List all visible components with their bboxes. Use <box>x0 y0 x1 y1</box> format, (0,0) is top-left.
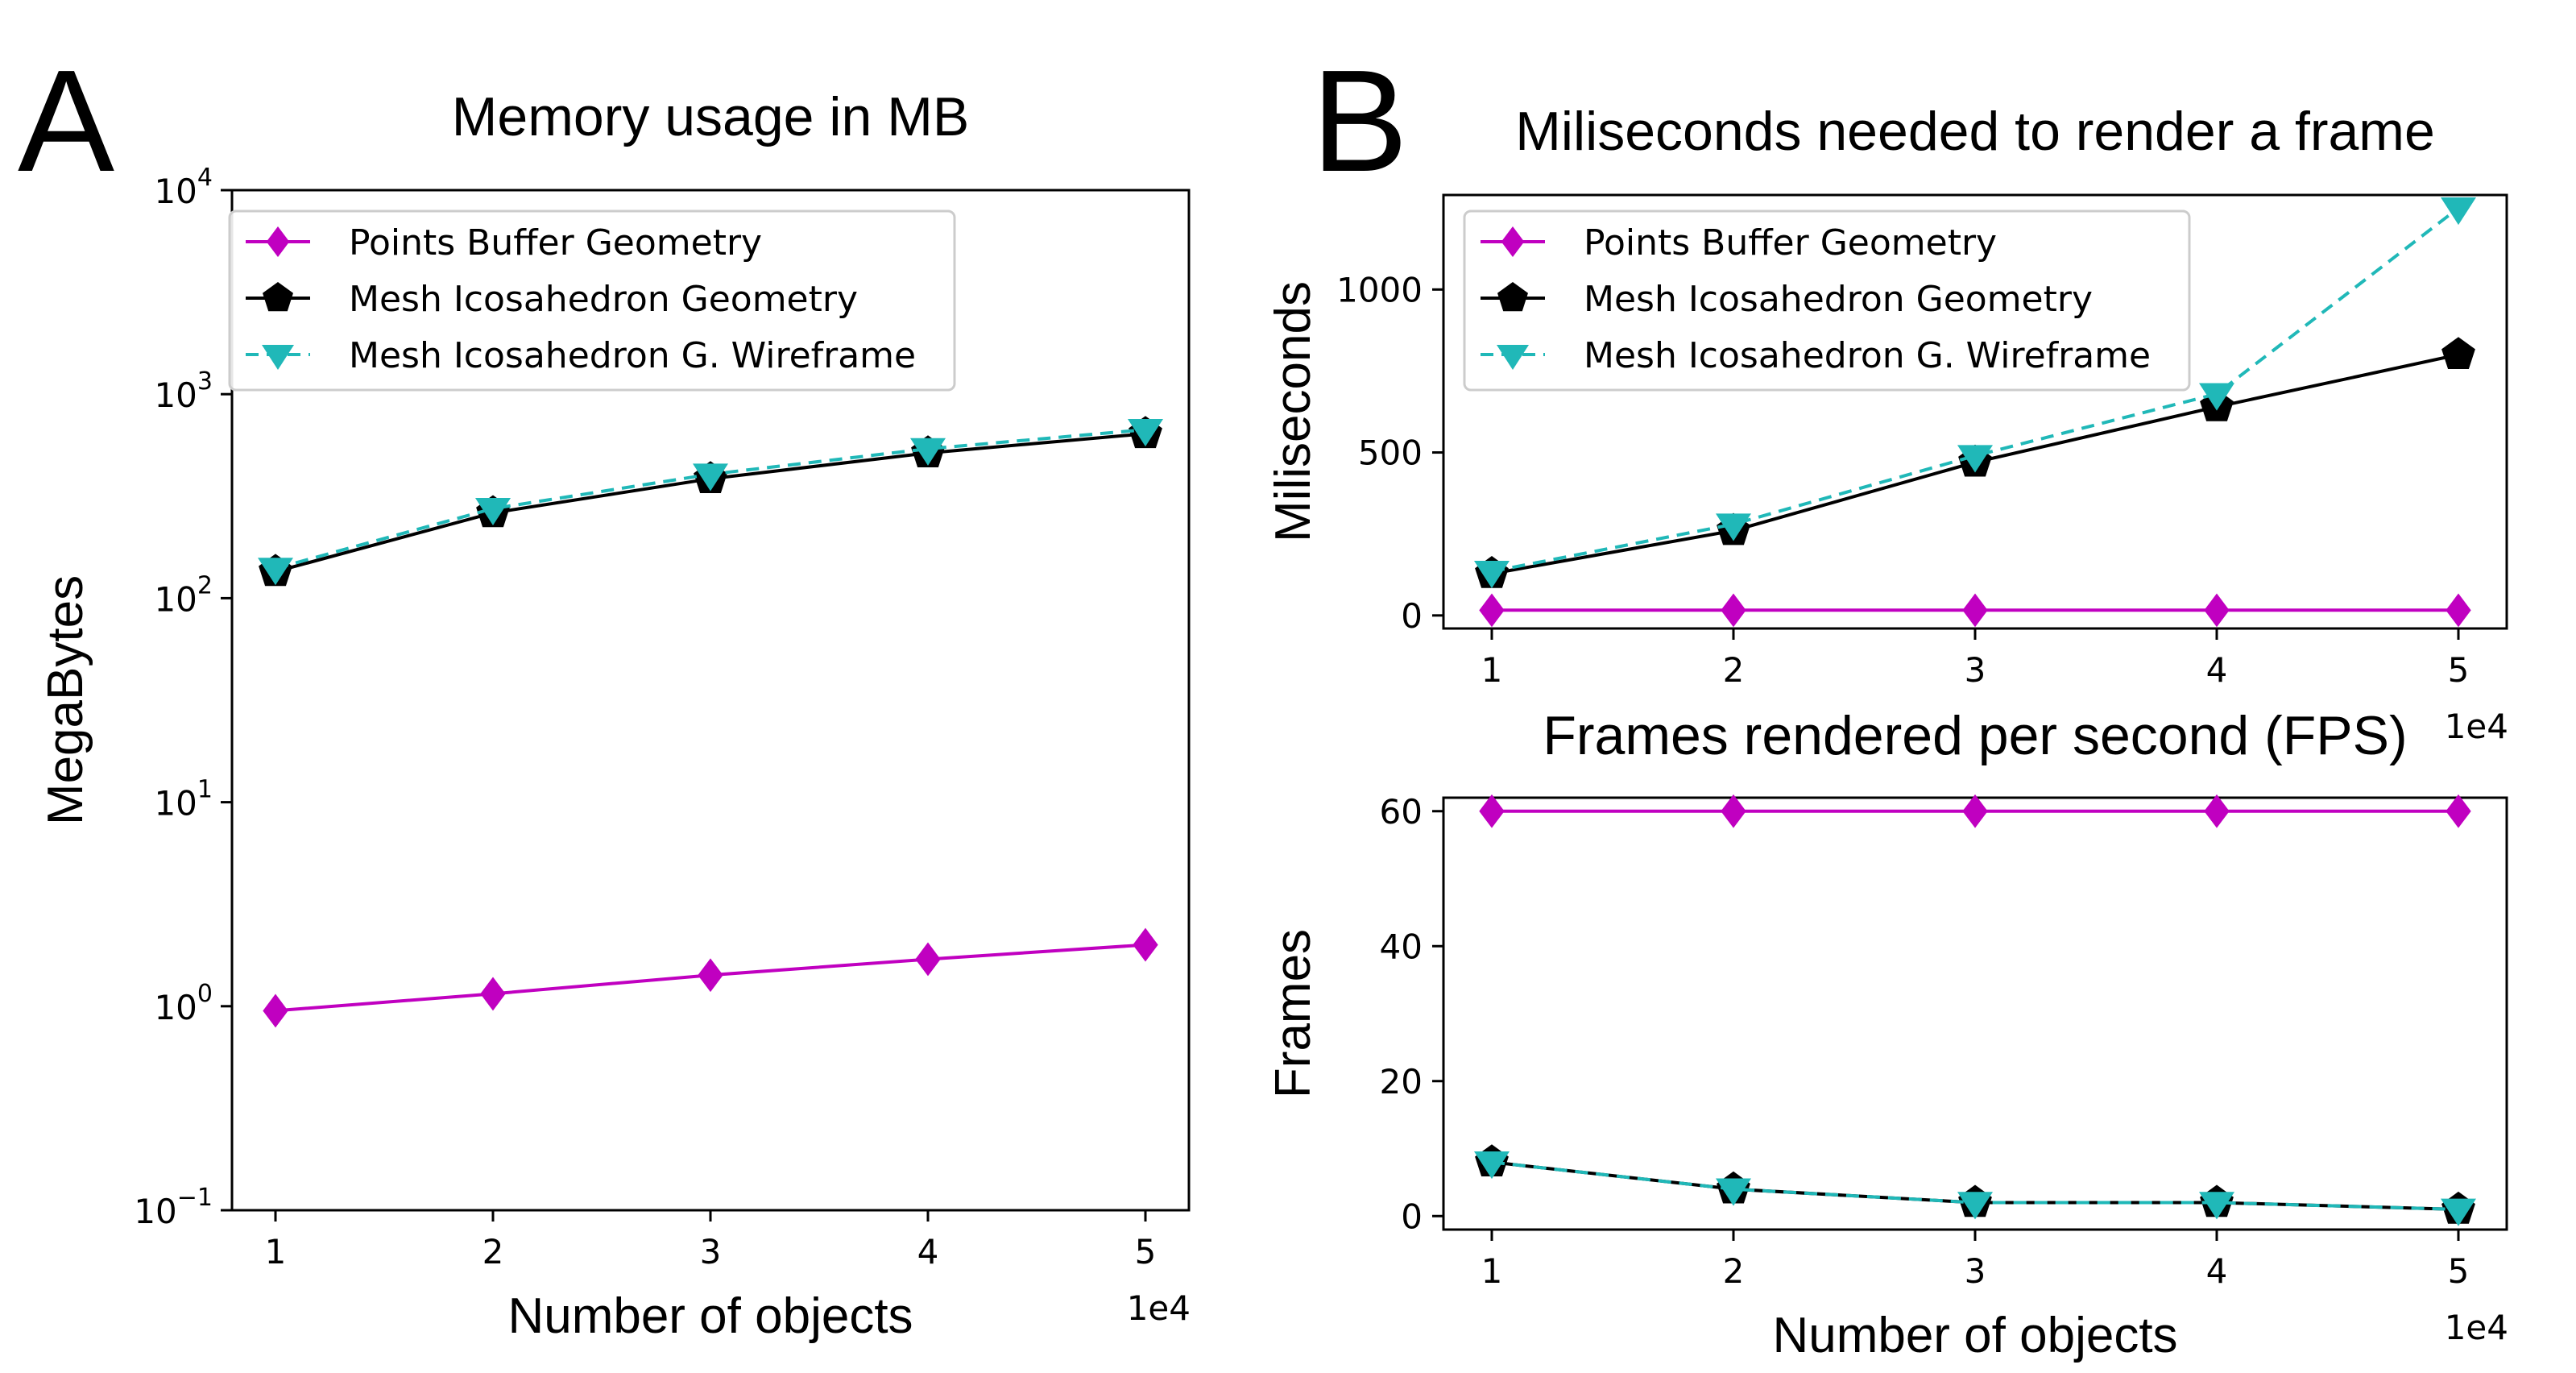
y-tick-label: 0 <box>1401 596 1423 636</box>
x-offset-label: 1e4 <box>2445 707 2508 746</box>
y-tick-label: 0 <box>1401 1197 1423 1236</box>
data-point-points <box>915 942 941 977</box>
x-tick-label: 3 <box>1965 650 1986 690</box>
chart-title: Frames rendered per second (FPS) <box>1543 705 2407 766</box>
x-tick-label: 2 <box>482 1232 504 1271</box>
data-point-points <box>2204 593 2230 628</box>
x-offset-label: 1e4 <box>1127 1288 1191 1328</box>
x-tick-label: 1 <box>1481 650 1503 690</box>
data-point-wireframe <box>2441 197 2476 226</box>
data-point-points <box>2446 593 2471 628</box>
data-point-mesh <box>2441 337 2475 369</box>
data-point-points <box>1479 794 1505 828</box>
x-axis-label: Number of objects <box>1772 1308 2177 1363</box>
chart-b1: Miliseconds needed to render a frame 1 2 3 4… <box>1265 101 2508 746</box>
legend-marker-mesh <box>1497 282 1528 312</box>
data-point-wireframe <box>693 463 728 492</box>
legend-marker-wireframe <box>262 345 294 370</box>
y-tick-label: 20 <box>1380 1062 1423 1101</box>
legend-label-wireframe: Mesh Icosahedron G. Wireframe <box>349 335 916 376</box>
x-tick-label: 5 <box>2448 1251 2470 1291</box>
x-offset-label: 1e4 <box>2445 1308 2508 1347</box>
data-point-points <box>1962 794 1988 828</box>
y-tick-label: 102 <box>154 571 213 619</box>
legend: Points Buffer Geometry Mesh Icosahedron G… <box>1463 209 2191 392</box>
x-tick-label: 2 <box>1723 1251 1745 1291</box>
legend-box <box>228 209 956 392</box>
x-axis-label: Number of objects <box>507 1288 913 1344</box>
data-point-wireframe <box>475 497 511 526</box>
chart-title: Memory usage in MB <box>452 86 969 147</box>
y-tick-label: 100 <box>154 980 213 1027</box>
legend-label-mesh: Mesh Icosahedron Geometry <box>349 279 858 320</box>
data-point-points <box>1479 593 1505 628</box>
legend-marker-mesh <box>263 282 293 312</box>
legend-label-points: Points Buffer Geometry <box>349 222 762 263</box>
y-tick-label: 103 <box>154 367 213 415</box>
panel-label-a: A <box>18 40 114 202</box>
legend-label-wireframe: Mesh Icosahedron G. Wireframe <box>1584 335 2151 376</box>
legend-box <box>1463 209 2191 392</box>
y-tick-label: 1000 <box>1336 270 1423 309</box>
x-tick-label: 5 <box>2448 650 2470 690</box>
y-tick-label: 101 <box>154 776 213 823</box>
x-tick-label: 1 <box>265 1232 287 1271</box>
chart-b2: Frames rendered per second (FPS) 1 2 3 4 5 1e4… <box>1265 705 2508 1363</box>
legend-label-points: Points Buffer Geometry <box>1584 222 1997 263</box>
data-point-wireframe <box>1716 513 1751 541</box>
y-axis-label: Frames <box>1265 929 1321 1098</box>
data-point-points <box>2446 794 2471 828</box>
data-point-wireframe <box>2441 1198 2476 1226</box>
data-point-points <box>1133 927 1158 962</box>
data-point-wireframe <box>910 438 946 466</box>
data-point-points <box>1721 794 1746 828</box>
data-point-wireframe <box>258 558 293 586</box>
y-tick-label: 104 <box>154 164 213 211</box>
y-axis-label: Miliseconds <box>1265 281 1321 542</box>
chart-title: Miliseconds needed to render a frame <box>1515 101 2435 162</box>
x-tick-label: 2 <box>1723 650 1745 690</box>
data-point-wireframe <box>2199 1192 2234 1220</box>
x-tick-label: 3 <box>700 1232 722 1271</box>
data-point-points <box>263 993 288 1028</box>
data-point-wireframe <box>2199 383 2234 411</box>
y-axis-label: MegaBytes <box>38 575 93 825</box>
legend-marker-points <box>1501 226 1525 257</box>
x-tick-label: 1 <box>1481 1251 1503 1291</box>
data-point-wireframe <box>1957 1192 1993 1220</box>
x-tick-label: 4 <box>917 1232 939 1271</box>
x-tick-label: 3 <box>1965 1251 1986 1291</box>
data-point-wireframe <box>1474 1151 1510 1180</box>
y-tick-label: 10−1 <box>134 1184 213 1231</box>
data-point-wireframe <box>1474 561 1510 589</box>
data-point-wireframe <box>1716 1178 1751 1206</box>
series-line-wireframe <box>1491 206 2460 574</box>
data-point-points <box>480 977 506 1011</box>
data-point-points <box>1962 593 1988 628</box>
x-tick-label: 4 <box>2206 1251 2228 1291</box>
legend-marker-wireframe <box>1497 345 1529 370</box>
legend: Points Buffer Geometry Mesh Icosahedron G… <box>228 209 956 392</box>
panel-label-b: B <box>1311 40 1408 202</box>
chart-a: Memory usage in MB 1 2 3 4 5 1e4 Number of obje… <box>38 86 1191 1344</box>
y-tick-label: 40 <box>1380 927 1423 966</box>
y-tick-label: 60 <box>1380 792 1423 832</box>
data-point-points <box>1721 593 1746 628</box>
data-point-wireframe <box>1957 445 1993 473</box>
legend-label-mesh: Mesh Icosahedron Geometry <box>1584 279 2093 320</box>
legend-marker-points <box>266 226 290 257</box>
data-point-points <box>2204 794 2230 828</box>
x-tick-label: 5 <box>1135 1232 1157 1271</box>
y-tick-label: 500 <box>1358 433 1423 473</box>
x-tick-label: 4 <box>2206 650 2228 690</box>
data-point-points <box>698 958 723 993</box>
charts: Memory usage in MB 1 2 3 4 5 1e4 Number of obje… <box>38 86 2508 1363</box>
data-point-wireframe <box>1128 419 1163 447</box>
